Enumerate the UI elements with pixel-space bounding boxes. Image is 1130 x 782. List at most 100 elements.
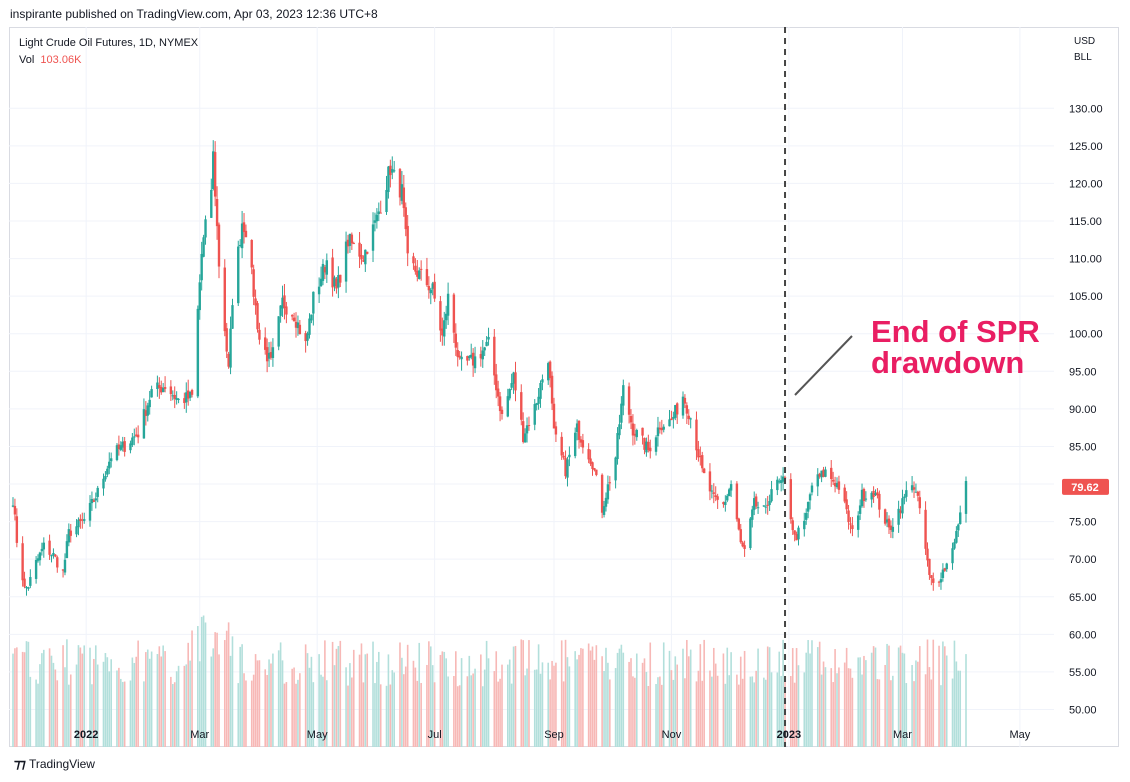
- candle-body-272: [743, 545, 746, 549]
- price-chart[interactable]: End of SPR drawdown 50.00 55.00 60.00 65.00…: [9, 27, 1119, 747]
- tradingview-logo-icon: ⁊⁊: [14, 756, 26, 771]
- candle-body-183: [506, 396, 509, 417]
- volume-bar-7: [29, 676, 32, 747]
- volume-bar-93: [264, 669, 267, 747]
- volume-bar-258: [709, 670, 711, 747]
- volume-bar-333: [911, 665, 913, 747]
- volume-bar-106: [297, 679, 299, 747]
- volume-bar-212: [582, 648, 584, 747]
- volume-bar-315: [861, 674, 863, 747]
- candle-body-266: [727, 489, 731, 497]
- candle-body-98: [277, 316, 280, 347]
- volume-bar-29: [91, 684, 93, 747]
- volume-bar-54: [158, 646, 161, 747]
- volume-bar-74: [212, 648, 215, 747]
- time-axis[interactable]: 2022 Mar May Jul Sep Nov 2023 Mar May: [74, 729, 1031, 741]
- candle-body-172: [473, 356, 477, 369]
- candle-body-99: [279, 305, 282, 316]
- annotation-line2: drawdown: [871, 345, 1024, 380]
- volume-bar-124: [347, 685, 349, 747]
- volume-bar-265: [726, 647, 729, 747]
- volume-bar-20: [66, 639, 68, 747]
- volume-bar-103: [291, 668, 293, 747]
- volume-bar-281: [768, 647, 771, 747]
- volume-bar-192: [528, 640, 530, 747]
- candle-body-200: [550, 375, 554, 404]
- candle-body-128: [358, 242, 361, 257]
- candle-body-310: [847, 510, 850, 523]
- candle-body-175: [483, 347, 486, 351]
- volume-bar-120: [335, 648, 338, 747]
- candle-body-287: [783, 477, 787, 479]
- volume-bar-301: [822, 661, 825, 747]
- volume-bar-2: [16, 647, 18, 747]
- volume-bar-226: [620, 644, 623, 747]
- volume-bar-347: [945, 655, 948, 747]
- candle-body-57: [163, 387, 167, 389]
- candle-body-270: [739, 529, 742, 543]
- volume-bar-268: [736, 674, 738, 747]
- candle-body-335: [914, 491, 918, 493]
- volume-bar-71: [202, 615, 205, 747]
- candle-body-228: [627, 386, 631, 415]
- volume-bar-215: [591, 646, 594, 747]
- volume-bar-167: [460, 658, 463, 747]
- time-tick-5: Nov: [662, 729, 682, 741]
- volume-bar-255: [699, 644, 702, 747]
- candle-body-176: [485, 341, 488, 347]
- candle-body-240: [658, 427, 662, 430]
- candle-body-308: [843, 487, 846, 502]
- volume-bar-177: [487, 658, 490, 747]
- candle-body-92: [258, 329, 261, 340]
- volume-bar-101: [283, 683, 286, 747]
- volume-bar-248: [682, 648, 684, 747]
- volume-bar-323: [884, 664, 886, 747]
- volume-bar-89: [252, 674, 255, 747]
- volume-bar-224: [616, 652, 619, 747]
- candle-body-190: [523, 433, 527, 443]
- candle-body-227: [622, 385, 625, 406]
- candle-body-55: [160, 386, 163, 393]
- candle-body-259: [710, 490, 714, 492]
- candle-body-2: [15, 516, 19, 543]
- volume-bar-140: [389, 684, 392, 747]
- candle-body-255: [699, 456, 702, 458]
- candle-body-319: [872, 490, 875, 498]
- volume-bar-59: [171, 684, 174, 747]
- volume-bar-317: [865, 660, 867, 747]
- price-axis[interactable]: 50.0055.0060.0065.0070.0075.0080.0085.00…: [1069, 103, 1103, 716]
- candle-body-120: [335, 278, 338, 289]
- volume-bar-40: [120, 678, 122, 747]
- volume-bar-292: [797, 665, 800, 747]
- candle-body-38: [115, 445, 119, 461]
- candle-body-244: [670, 418, 673, 421]
- candle-body-100: [281, 297, 284, 309]
- candle-body-219: [602, 506, 606, 515]
- volume-bar-99: [279, 642, 282, 747]
- volume-bar-94: [266, 674, 268, 747]
- volume-bar-17: [56, 680, 59, 747]
- volume-bar-30: [93, 658, 95, 747]
- candle-body-232: [635, 430, 638, 438]
- volume-label: Vol: [19, 54, 35, 66]
- volume-bar-5: [25, 641, 28, 747]
- volume-bar-269: [738, 684, 740, 747]
- symbol-title[interactable]: Light Crude Oil Futures, 1D, NYMEX: [19, 37, 199, 49]
- volume-bar-209: [576, 659, 578, 747]
- candle-body-149: [414, 265, 417, 272]
- candle-body-48: [142, 409, 146, 439]
- volume-bar-314: [859, 657, 861, 747]
- volume-bar-33: [102, 661, 105, 747]
- volume-bar-72: [204, 622, 207, 747]
- volume-bar-208: [574, 651, 576, 747]
- candle-body-286: [781, 476, 785, 482]
- candle-body-67: [190, 390, 194, 395]
- volume-bar-297: [811, 640, 813, 747]
- candle-body-150: [416, 270, 419, 277]
- footer-brand[interactable]: ⁊⁊ TradingView: [14, 756, 95, 772]
- volume-bar-12: [43, 649, 45, 747]
- candle-body-192: [527, 425, 531, 427]
- candle-body-251: [687, 415, 690, 420]
- volume-bar-183: [506, 664, 509, 747]
- volume-bar-213: [587, 643, 590, 747]
